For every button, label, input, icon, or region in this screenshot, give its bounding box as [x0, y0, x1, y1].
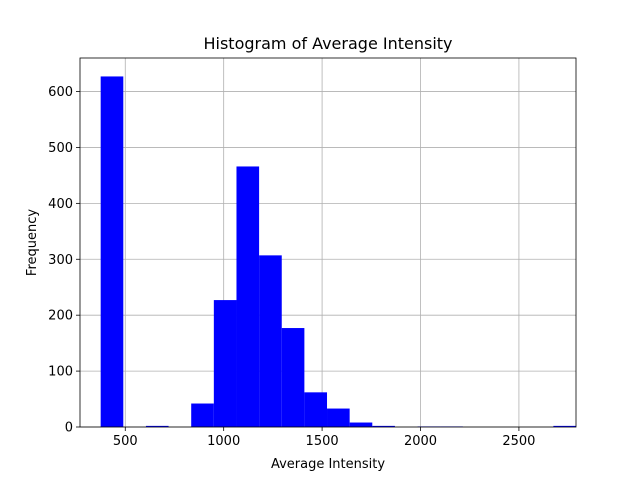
- histogram-bar: [327, 408, 350, 427]
- histogram-bar: [281, 328, 305, 427]
- y-tick-label: 100: [48, 365, 73, 380]
- histogram-bar: [259, 255, 282, 427]
- histogram-bar: [100, 76, 124, 427]
- y-tick-label: 200: [48, 309, 73, 324]
- histogram-bars: [100, 76, 576, 428]
- y-tick-label: 0: [65, 421, 73, 436]
- histogram-bar: [372, 425, 395, 427]
- y-tick-label: 500: [48, 141, 73, 156]
- x-tick-label: 2000: [404, 434, 437, 449]
- x-tick-label: 500: [113, 434, 138, 449]
- histogram-bar: [349, 422, 373, 427]
- x-tick-label: 1000: [207, 434, 240, 449]
- histogram-bar: [191, 403, 214, 427]
- histogram-bar: [213, 300, 237, 427]
- x-tick-label: 2500: [502, 434, 535, 449]
- y-axis-ticks: 0 100 200 300 400 500 600: [48, 85, 80, 436]
- y-tick-label: 400: [48, 197, 73, 212]
- x-tick-label: 1500: [306, 434, 339, 449]
- x-axis-label: Average Intensity: [271, 457, 385, 472]
- histogram-bar: [553, 425, 576, 427]
- plot-frame: [79, 57, 577, 428]
- y-tick-label: 300: [48, 253, 73, 268]
- histogram-bar: [145, 425, 169, 427]
- histogram-bar: [304, 392, 328, 427]
- chart-title: Histogram of Average Intensity: [203, 34, 452, 53]
- histogram-bar: [236, 166, 260, 428]
- x-axis-ticks: 500 1000 1500 2000 2500: [113, 427, 535, 449]
- y-axis-label: Frequency: [25, 209, 40, 276]
- y-tick-label: 600: [48, 85, 73, 100]
- grid: [80, 58, 576, 428]
